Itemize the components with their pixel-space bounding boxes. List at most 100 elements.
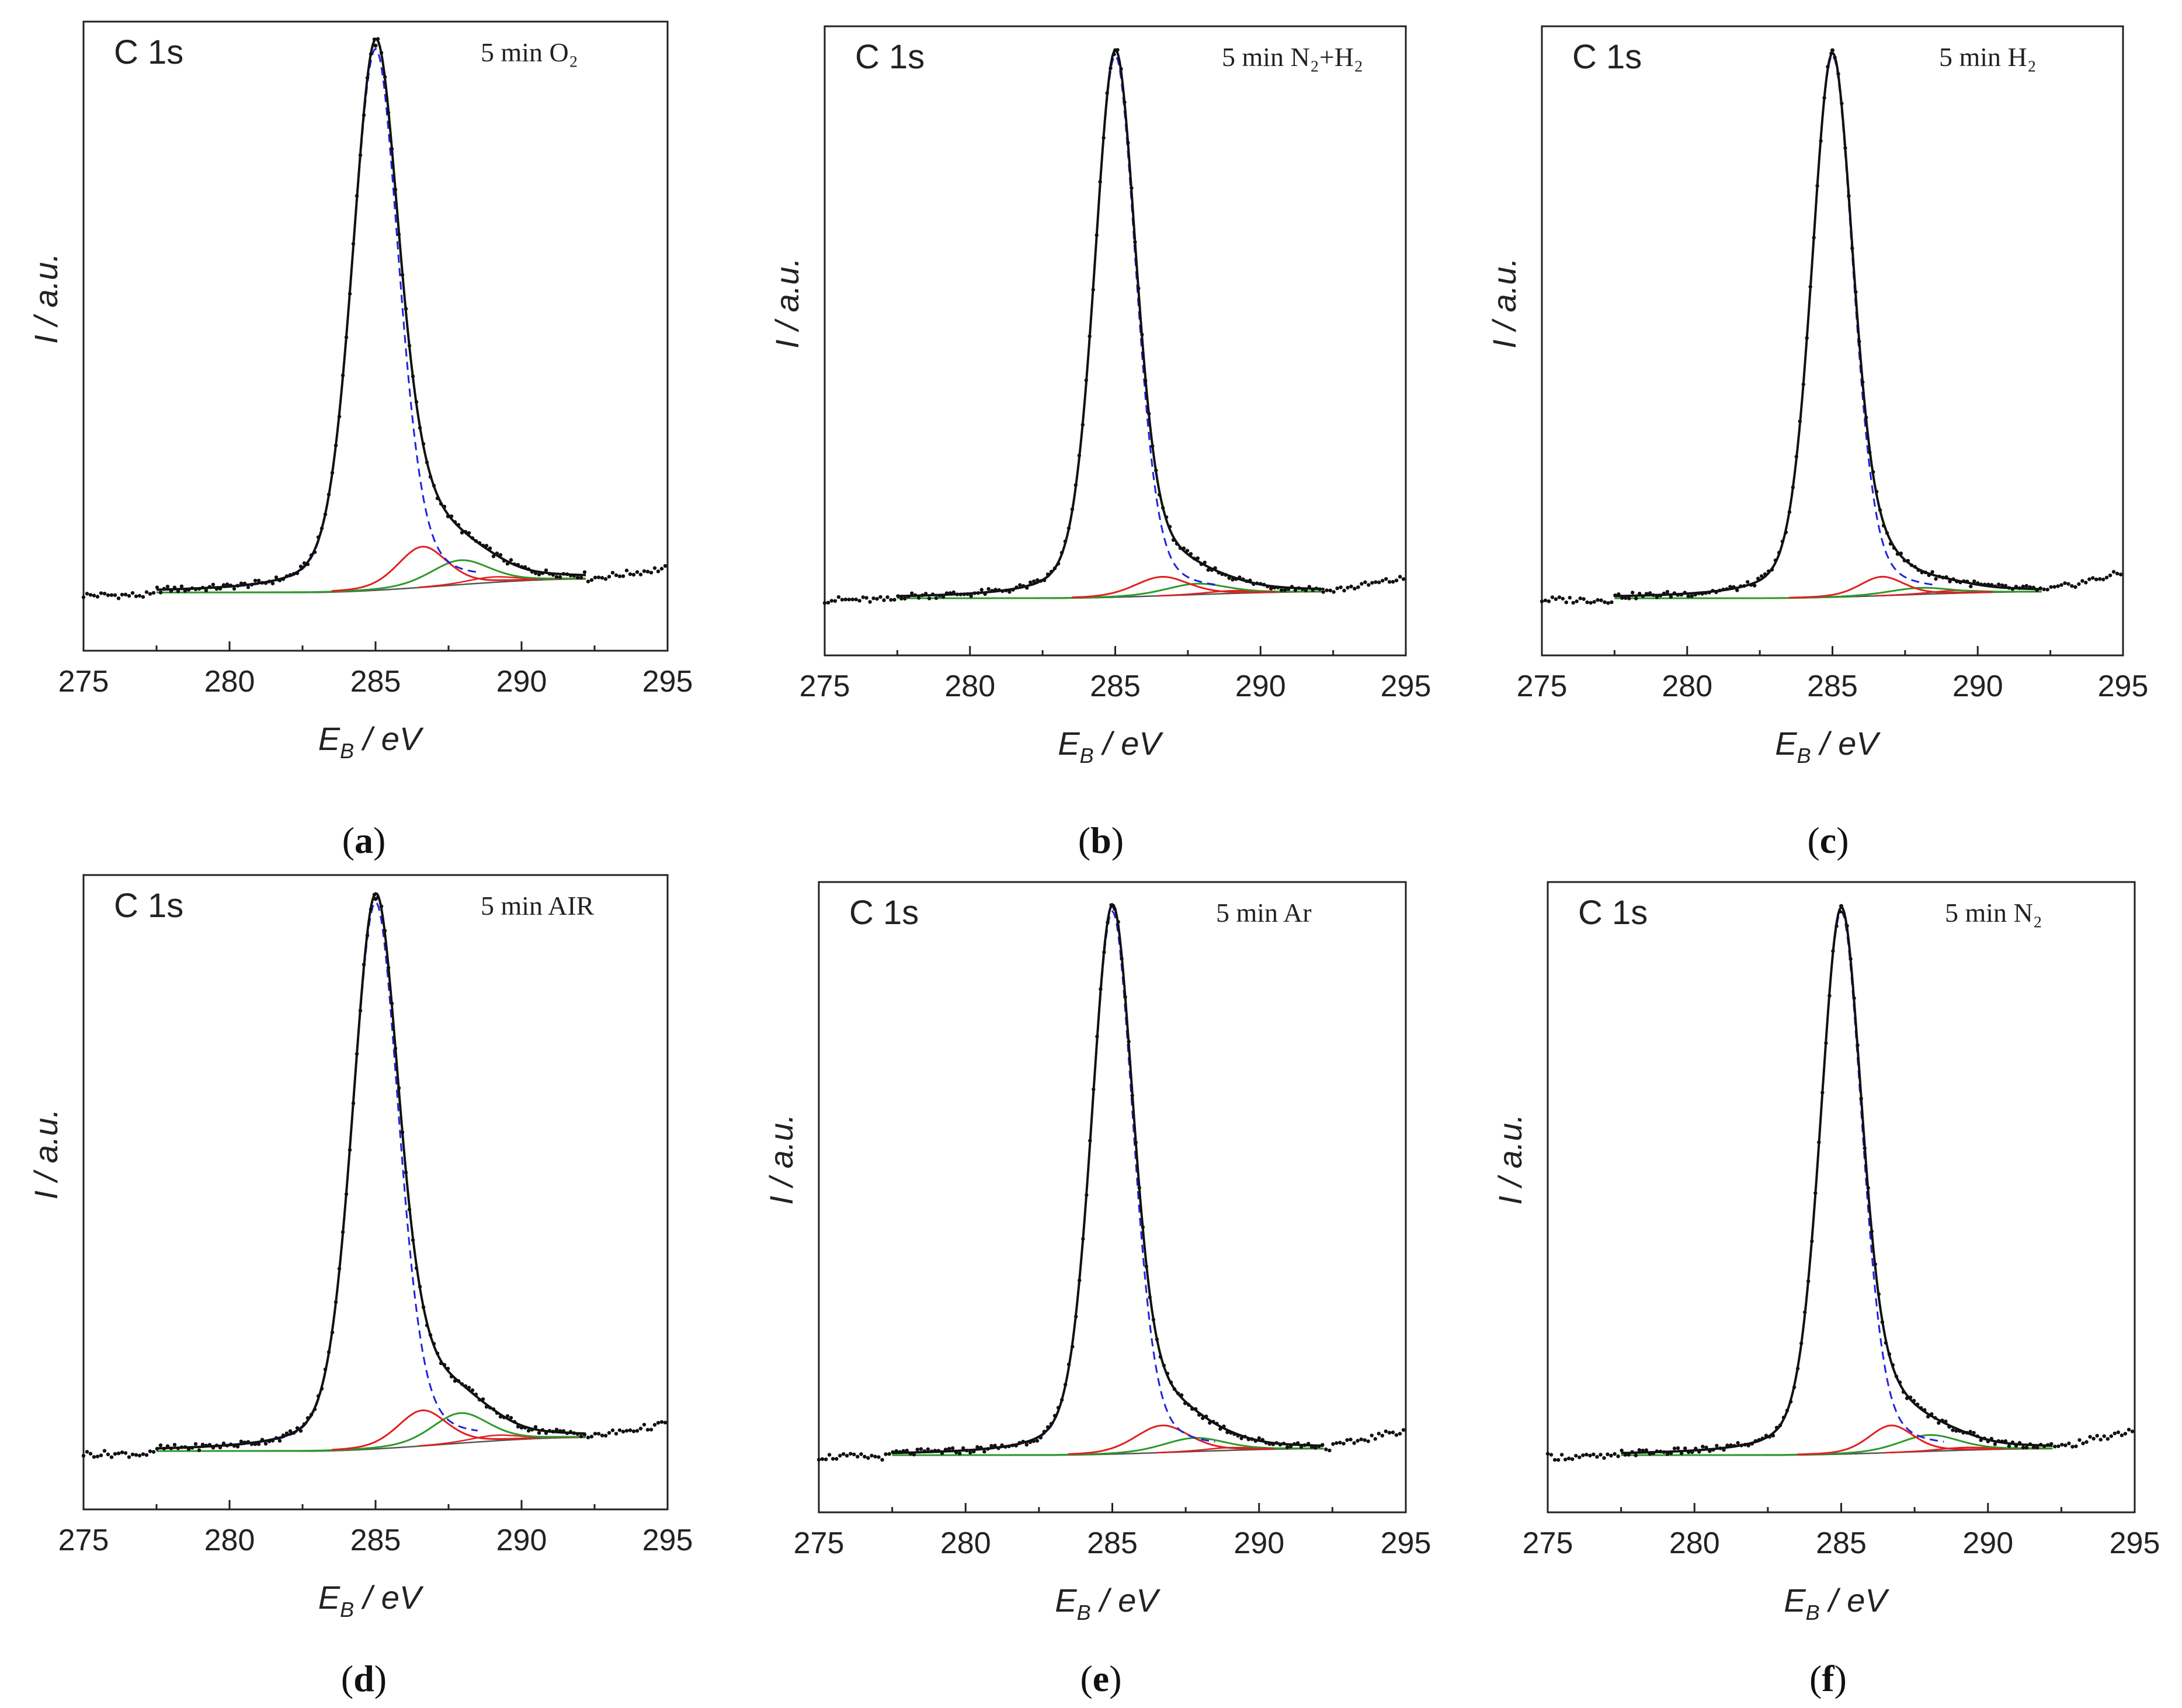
data-point bbox=[211, 1446, 216, 1450]
data-point bbox=[1109, 66, 1113, 70]
data-point bbox=[1683, 591, 1687, 595]
data-point bbox=[1155, 1337, 1159, 1342]
data-point bbox=[1349, 1438, 1353, 1442]
data-point bbox=[1711, 589, 1715, 593]
data-point bbox=[906, 594, 911, 599]
data-point bbox=[1000, 1443, 1004, 1447]
data-point bbox=[1066, 526, 1071, 530]
data-point bbox=[340, 1230, 345, 1234]
data-point bbox=[1206, 568, 1210, 572]
data-point bbox=[600, 1433, 604, 1438]
data-point bbox=[1599, 598, 1603, 602]
data-point bbox=[530, 570, 534, 574]
data-point bbox=[456, 1379, 461, 1383]
data-point bbox=[547, 572, 552, 576]
data-point bbox=[221, 583, 226, 587]
data-point bbox=[526, 567, 531, 571]
data-point bbox=[1937, 1421, 1941, 1425]
data-point bbox=[1824, 1041, 1828, 1046]
data-point bbox=[158, 1443, 163, 1447]
data-point bbox=[933, 1449, 937, 1453]
data-point bbox=[1106, 921, 1110, 925]
data-point bbox=[232, 1444, 237, 1448]
data-point bbox=[1801, 382, 1805, 387]
data-point bbox=[302, 1422, 307, 1426]
data-point bbox=[663, 1421, 668, 1425]
data-point bbox=[2056, 584, 2060, 588]
data-point bbox=[1834, 924, 1839, 928]
peak-green bbox=[1614, 586, 2042, 599]
plot-frame bbox=[82, 20, 669, 652]
data-point bbox=[1669, 1451, 1673, 1455]
data-point bbox=[463, 1384, 468, 1388]
x-tick-label: 275 bbox=[800, 669, 850, 703]
data-point bbox=[404, 1171, 408, 1175]
data-point bbox=[446, 1366, 450, 1371]
data-point bbox=[1571, 600, 1575, 605]
data-point bbox=[1366, 1439, 1370, 1443]
data-point bbox=[1606, 1452, 1610, 1456]
data-point bbox=[1568, 596, 1572, 600]
data-point bbox=[2021, 584, 2025, 589]
data-point bbox=[1208, 1421, 1212, 1425]
data-point bbox=[1021, 584, 1026, 588]
data-point bbox=[1913, 565, 1917, 569]
data-point bbox=[1189, 552, 1193, 556]
data-point bbox=[558, 1429, 562, 1433]
data-point bbox=[519, 565, 524, 569]
data-point bbox=[1725, 587, 1729, 591]
data-point bbox=[232, 586, 237, 591]
data-point bbox=[109, 593, 114, 597]
data-point bbox=[2028, 585, 2032, 589]
data-point bbox=[1540, 599, 1544, 603]
data-point bbox=[1887, 1352, 1892, 1356]
data-point bbox=[113, 593, 117, 597]
data-point bbox=[1056, 1405, 1061, 1410]
data-point bbox=[1105, 91, 1109, 95]
data-point bbox=[884, 1452, 888, 1456]
data-point bbox=[1168, 525, 1172, 529]
data-point bbox=[1349, 584, 1353, 589]
data-point bbox=[1856, 1043, 1860, 1047]
data-point bbox=[1743, 1443, 1747, 1447]
data-point bbox=[1975, 1434, 1979, 1438]
data-point bbox=[1878, 508, 1882, 512]
data-point bbox=[1898, 1380, 1902, 1384]
data-point bbox=[207, 585, 212, 589]
data-point bbox=[537, 572, 541, 577]
data-point bbox=[421, 442, 426, 446]
data-point bbox=[1059, 551, 1064, 555]
data-point bbox=[941, 595, 946, 599]
data-point bbox=[1401, 577, 1406, 581]
panel-e: 275 280 285 290 295 EB / eV I / a.u. C 1s 5 min … bbox=[763, 881, 1431, 1624]
data-point bbox=[927, 596, 932, 600]
data-point bbox=[544, 568, 548, 572]
data-point bbox=[1370, 581, 1374, 585]
data-point bbox=[456, 523, 461, 527]
data-point bbox=[2077, 582, 2081, 586]
data-point bbox=[1187, 1402, 1191, 1407]
data-point bbox=[267, 579, 272, 584]
data-point bbox=[878, 595, 882, 599]
data-point bbox=[519, 1425, 524, 1430]
data-point bbox=[1123, 100, 1127, 105]
data-point bbox=[1617, 592, 1621, 596]
data-point bbox=[1996, 582, 2001, 586]
data-point bbox=[891, 1450, 895, 1454]
peak-green bbox=[892, 1437, 1324, 1456]
panel-caption: (c) bbox=[1807, 820, 1849, 861]
data-point bbox=[593, 575, 597, 579]
data-point bbox=[1787, 510, 1792, 514]
data-point bbox=[333, 443, 338, 447]
data-point bbox=[1933, 1416, 1937, 1420]
data-point bbox=[1003, 1445, 1007, 1449]
data-point bbox=[523, 565, 527, 569]
x-axis-title: EB / eV bbox=[318, 720, 424, 763]
data-point bbox=[1356, 1439, 1360, 1443]
x-tick-label: 280 bbox=[944, 669, 995, 703]
data-point bbox=[2046, 1443, 2050, 1447]
data-point bbox=[544, 1431, 548, 1435]
data-point bbox=[1735, 588, 1739, 592]
x-tick-label: 290 bbox=[1952, 669, 2003, 703]
data-point bbox=[1338, 1440, 1342, 1445]
